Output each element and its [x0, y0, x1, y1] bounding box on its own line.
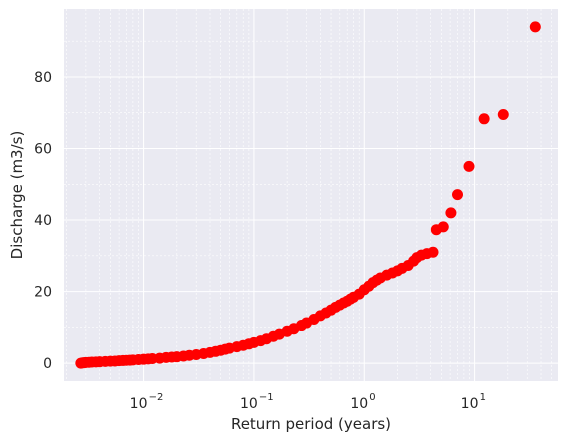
data-point	[427, 246, 439, 258]
y-tick-label: 20	[34, 285, 52, 301]
grid-lines	[64, 9, 558, 381]
y-tick-label: 60	[34, 142, 52, 158]
y-tick-label: 0	[43, 356, 52, 372]
y-tick-label: 80	[34, 70, 52, 86]
x-tick-label: 10	[130, 396, 148, 412]
data-point	[452, 189, 464, 201]
x-tick-exponent: −1	[259, 392, 274, 403]
y-tick-label: 40	[34, 213, 52, 229]
data-point	[463, 160, 475, 172]
x-tick-label: 10	[350, 396, 368, 412]
x-tick-exponent: 1	[480, 392, 486, 403]
x-axis-ticks: 10 −2 10 −1 10 0 10 1	[130, 392, 486, 412]
x-tick-exponent: 0	[369, 392, 375, 403]
data-point	[497, 109, 509, 121]
data-point	[478, 113, 490, 125]
data-point	[445, 207, 457, 219]
x-axis-label: Return period (years)	[231, 415, 391, 433]
x-tick-exponent: −2	[149, 392, 164, 403]
data-points	[75, 21, 541, 369]
y-axis-label: Discharge (m3/s)	[8, 131, 26, 260]
data-point	[529, 21, 541, 33]
x-tick-label: 10	[240, 396, 258, 412]
y-axis-ticks: 0 20 40 60 80	[34, 70, 52, 372]
data-point	[437, 221, 449, 233]
x-tick-label: 10	[461, 396, 479, 412]
